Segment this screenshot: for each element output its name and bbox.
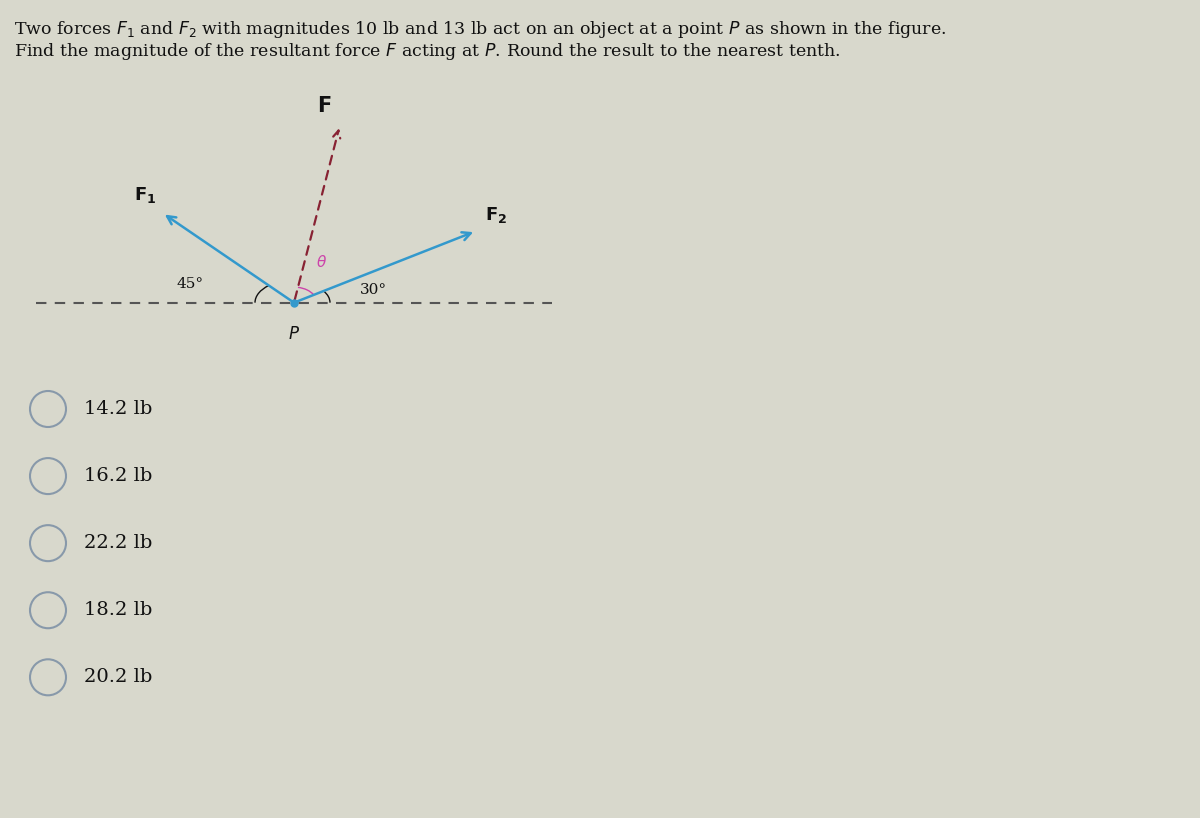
Text: 22.2 lb: 22.2 lb xyxy=(84,534,152,552)
Text: 45°: 45° xyxy=(176,277,204,291)
Text: 18.2 lb: 18.2 lb xyxy=(84,601,152,619)
Text: $\theta$: $\theta$ xyxy=(316,254,326,270)
Text: 16.2 lb: 16.2 lb xyxy=(84,467,152,485)
Text: Find the magnitude of the resultant force $F$ acting at $P$. Round the result to: Find the magnitude of the resultant forc… xyxy=(14,41,841,62)
Text: 20.2 lb: 20.2 lb xyxy=(84,668,152,686)
Text: $P$: $P$ xyxy=(288,326,300,343)
Text: $\mathbf{F_2}$: $\mathbf{F_2}$ xyxy=(486,204,508,224)
Text: $\mathbf{F}$: $\mathbf{F}$ xyxy=(317,96,331,115)
Text: $\mathbf{F_1}$: $\mathbf{F_1}$ xyxy=(134,185,156,204)
Text: 14.2 lb: 14.2 lb xyxy=(84,400,152,418)
Text: 30°: 30° xyxy=(360,284,388,298)
Text: Two forces $F_1$ and $F_2$ with magnitudes 10 lb and 13 lb act on an object at a: Two forces $F_1$ and $F_2$ with magnitud… xyxy=(14,19,947,40)
